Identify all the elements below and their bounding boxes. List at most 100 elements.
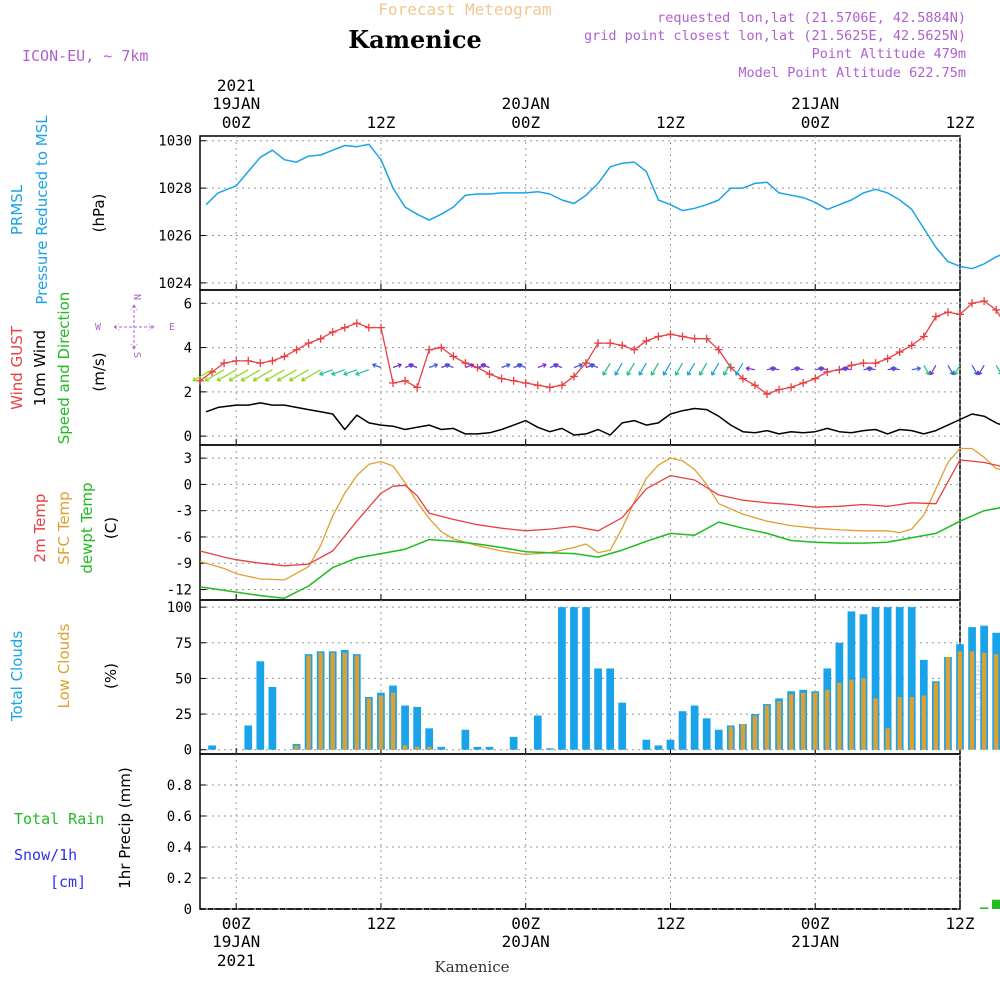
y-tick-label: 2 xyxy=(184,385,192,401)
dewpoint-line xyxy=(199,507,1000,599)
gust-marker xyxy=(401,376,410,385)
bottom-time-label: 00Z xyxy=(222,914,251,933)
gust-marker xyxy=(654,332,663,341)
total-cloud-bar xyxy=(401,705,409,750)
total-cloud-bar xyxy=(594,668,602,750)
compass-e: E xyxy=(169,322,175,333)
top-time-label: 12Z xyxy=(366,113,395,132)
gust-marker xyxy=(425,345,434,354)
y-tick-label: 1026 xyxy=(158,229,192,245)
wind-direction-arrow xyxy=(735,362,744,376)
pressure-unit: (hPa) xyxy=(90,194,108,233)
clouds-panel: 0 25 50 75 100 xyxy=(167,599,1000,759)
total-rain-label: Total Rain xyxy=(14,810,104,828)
gust-marker xyxy=(980,297,989,306)
wind-direction-arrow xyxy=(745,366,756,372)
gust-marker xyxy=(389,379,398,387)
gust-marker xyxy=(594,339,603,348)
footer-location: Kamenice xyxy=(435,958,510,976)
gust-marker xyxy=(473,363,482,372)
y-tick-label: 0.2 xyxy=(167,871,192,887)
bottom-time-label: 00Z xyxy=(801,914,830,933)
low-cloud-bar xyxy=(969,651,975,750)
gust-marker xyxy=(461,359,470,368)
gust-marker xyxy=(521,379,530,387)
gust-marker xyxy=(196,376,204,385)
low-cloud-bar xyxy=(933,682,939,750)
total-cloud-bar xyxy=(425,728,434,750)
total-cloud-bar xyxy=(883,607,892,750)
total-cloud-bar xyxy=(666,739,675,750)
wind-direction-arrow xyxy=(929,364,937,376)
snow-unit-label: [cm] xyxy=(50,873,86,891)
y-tick-label: 0.4 xyxy=(167,840,192,856)
gust-marker xyxy=(485,370,494,379)
gust-marker xyxy=(437,343,446,352)
total-cloud-bar xyxy=(208,745,216,750)
gust-marker xyxy=(582,359,591,368)
2m-temp-label: 2m Temp xyxy=(31,494,49,563)
total-cloud-bar xyxy=(618,702,627,750)
sfc-temp-line xyxy=(199,447,1000,581)
wind-direction-arrow xyxy=(650,362,659,376)
y-tick-label: 0.6 xyxy=(167,809,192,825)
snow-label: Snow/1h xyxy=(14,846,77,864)
low-cloud-bar xyxy=(957,651,963,750)
wind-direction-arrow xyxy=(204,369,225,382)
temperature-panel: -12 -9 -6 -3 0 3 xyxy=(167,444,1000,601)
total-clouds-label: Total Clouds xyxy=(8,631,26,723)
gust-marker xyxy=(364,323,373,332)
wind-direction-arrow xyxy=(573,363,583,369)
low-cloud-bar xyxy=(945,657,951,750)
low-cloud-bar xyxy=(788,694,794,750)
wind-direction-arrow xyxy=(793,366,804,372)
wind-label: 10m Wind xyxy=(31,330,49,406)
wind-direction-arrow xyxy=(319,369,333,376)
wind-direction-arrow xyxy=(501,363,511,369)
bottom-time-label: 12Z xyxy=(656,914,685,933)
bottom-year-label: 2021 xyxy=(217,951,256,970)
gust-marker xyxy=(799,379,808,387)
compass-s: S xyxy=(131,352,142,358)
temp-unit: (C) xyxy=(102,517,120,539)
requested-coords: requested lon,lat (21.5706E, 42.5884N) xyxy=(657,10,966,26)
product-title: Forecast Meteogram xyxy=(378,0,551,19)
y-tick-label: 0 xyxy=(184,429,192,445)
wind-direction-arrow xyxy=(516,363,526,369)
gust-marker xyxy=(750,381,759,390)
pressure-panel: 1024 1026 1028 1030 xyxy=(158,134,1000,292)
bottom-time-label: 12Z xyxy=(946,914,975,933)
low-cloud-bar xyxy=(861,678,866,750)
wind-direction-arrow xyxy=(252,369,273,382)
y-tick-label: -3 xyxy=(175,504,192,520)
wind-direction-arrow xyxy=(537,363,547,369)
wind-speed-line xyxy=(205,402,1000,436)
sfc-temp-label: SFC Temp xyxy=(55,491,73,564)
top-year-label: 2021 xyxy=(217,76,256,95)
top-time-label: 00Z xyxy=(801,113,830,132)
gust-marker xyxy=(449,352,458,361)
wind-direction-arrow xyxy=(686,362,696,376)
gust-marker xyxy=(316,334,325,343)
total-cloud-bar xyxy=(895,607,904,750)
y-tick-label: 75 xyxy=(175,636,192,652)
y-tick-label: 4 xyxy=(184,341,192,357)
low-cloud-bar xyxy=(909,696,914,750)
wind-direction-arrow xyxy=(769,366,780,372)
low-cloud-bar xyxy=(921,695,926,750)
wind-direction-arrow xyxy=(723,362,732,376)
gust-line xyxy=(199,300,1000,395)
gust-marker xyxy=(244,356,253,365)
low-clouds-label: Low Clouds xyxy=(55,623,73,708)
panel-labels: PRMSL Pressure Reduced to MSL (hPa) Wind GU… xyxy=(8,115,134,891)
low-cloud-bar xyxy=(885,728,890,750)
low-cloud-bar xyxy=(366,698,372,750)
wind-direction-arrow xyxy=(301,369,321,382)
total-cloud-bar xyxy=(509,736,518,750)
bottom-date-label: 21JAN xyxy=(791,932,839,951)
gust-marker xyxy=(968,299,977,308)
wind-direction-arrow xyxy=(552,363,563,369)
